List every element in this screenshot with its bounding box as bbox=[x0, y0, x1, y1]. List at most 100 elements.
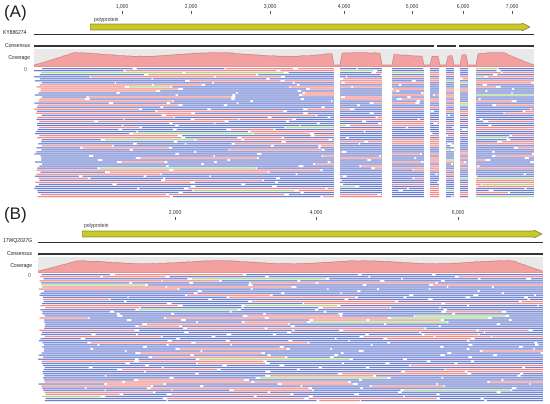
read-segment bbox=[476, 149, 534, 151]
read-segment bbox=[82, 175, 144, 177]
read-segment bbox=[38, 358, 135, 360]
read-segment bbox=[376, 72, 382, 74]
read-segment bbox=[460, 96, 468, 98]
read-segment bbox=[437, 122, 439, 125]
read-segment bbox=[86, 387, 147, 389]
read-segment bbox=[253, 100, 332, 102]
read-segment bbox=[243, 307, 318, 309]
read-segment bbox=[173, 100, 251, 102]
read-segment bbox=[340, 163, 382, 165]
read-segment bbox=[430, 68, 439, 70]
read-segment bbox=[36, 86, 125, 88]
read-segment bbox=[487, 76, 534, 78]
read-segment bbox=[462, 78, 468, 80]
read-segment bbox=[44, 321, 197, 323]
read-segment bbox=[303, 165, 334, 167]
read-segment bbox=[348, 298, 429, 301]
read-segment bbox=[460, 187, 468, 190]
read-segment bbox=[186, 143, 232, 145]
polyprotein-annotation-arrow[interactable] bbox=[82, 230, 542, 238]
read-segment bbox=[41, 114, 162, 116]
read-segment bbox=[476, 124, 489, 127]
read-segment bbox=[202, 350, 359, 352]
read-segment bbox=[392, 133, 424, 135]
read-segment bbox=[392, 191, 424, 194]
read-segment bbox=[38, 104, 179, 106]
read-segment bbox=[309, 342, 388, 344]
read-segment bbox=[41, 284, 146, 286]
read-segment bbox=[445, 385, 543, 387]
read-segment bbox=[340, 128, 382, 131]
read-segment bbox=[384, 280, 442, 282]
read-segment bbox=[476, 84, 483, 86]
read-segment bbox=[42, 302, 167, 305]
read-segment bbox=[479, 290, 543, 292]
read-segment bbox=[392, 157, 415, 159]
read-segment bbox=[41, 352, 136, 354]
read-segment bbox=[476, 167, 534, 169]
read-segment bbox=[360, 143, 382, 145]
read-segment bbox=[300, 280, 380, 282]
read-segment bbox=[340, 161, 382, 163]
read-segment bbox=[172, 122, 215, 125]
read-segment bbox=[361, 399, 485, 402]
read-segment bbox=[36, 118, 124, 120]
read-segment bbox=[448, 286, 492, 288]
read-segment bbox=[340, 114, 382, 116]
read-segment bbox=[319, 399, 361, 402]
read-segment bbox=[482, 350, 543, 352]
read-segment bbox=[121, 161, 165, 163]
read-segment bbox=[39, 317, 89, 319]
read-segment bbox=[405, 371, 465, 373]
read-segment bbox=[476, 128, 534, 131]
read-segment bbox=[195, 342, 308, 344]
read-segment bbox=[361, 379, 502, 381]
read-segment bbox=[479, 333, 543, 336]
read-segment bbox=[88, 96, 232, 98]
read-segment bbox=[430, 149, 439, 151]
read-segment bbox=[392, 68, 424, 70]
read-segment bbox=[340, 191, 382, 194]
read-segment bbox=[440, 325, 543, 327]
polyprotein-annotation-arrow[interactable] bbox=[90, 23, 530, 31]
read-segment bbox=[430, 177, 439, 179]
read-segment bbox=[303, 191, 334, 194]
read-segment bbox=[392, 112, 424, 114]
read-segment bbox=[37, 128, 119, 131]
read-segment bbox=[220, 368, 297, 371]
read-segment bbox=[446, 100, 454, 102]
read-segment bbox=[410, 96, 424, 98]
read-segment bbox=[430, 179, 439, 181]
read-segment bbox=[123, 124, 176, 127]
read-segment bbox=[432, 133, 439, 135]
read-segment bbox=[469, 304, 538, 307]
read-segment bbox=[404, 395, 543, 398]
read-segment bbox=[166, 114, 316, 116]
read-segment bbox=[392, 193, 424, 196]
ruler-tick: 1,000 bbox=[109, 4, 135, 14]
read-segment bbox=[430, 185, 439, 188]
read-segment bbox=[321, 145, 334, 147]
read-segment bbox=[430, 159, 439, 161]
read-alignment-area[interactable] bbox=[34, 68, 534, 198]
read-segment bbox=[90, 177, 164, 179]
read-segment bbox=[443, 377, 543, 379]
read-segment bbox=[152, 356, 286, 358]
read-segment bbox=[340, 70, 373, 72]
read-segment bbox=[535, 294, 543, 296]
read-segment bbox=[39, 74, 145, 76]
read-segment bbox=[340, 187, 382, 190]
read-alignment-area[interactable] bbox=[38, 274, 543, 402]
read-segment bbox=[361, 165, 382, 167]
read-segment bbox=[482, 183, 534, 185]
read-segment bbox=[482, 118, 534, 120]
read-segment bbox=[44, 325, 136, 327]
read-segment bbox=[269, 78, 334, 80]
read-segment bbox=[476, 165, 478, 167]
annotation-label: polyprotein bbox=[94, 17, 119, 23]
read-segment bbox=[231, 311, 324, 313]
read-segment bbox=[167, 161, 215, 163]
read-segment bbox=[340, 92, 382, 94]
read-segment bbox=[42, 163, 202, 165]
read-segment bbox=[500, 391, 543, 393]
